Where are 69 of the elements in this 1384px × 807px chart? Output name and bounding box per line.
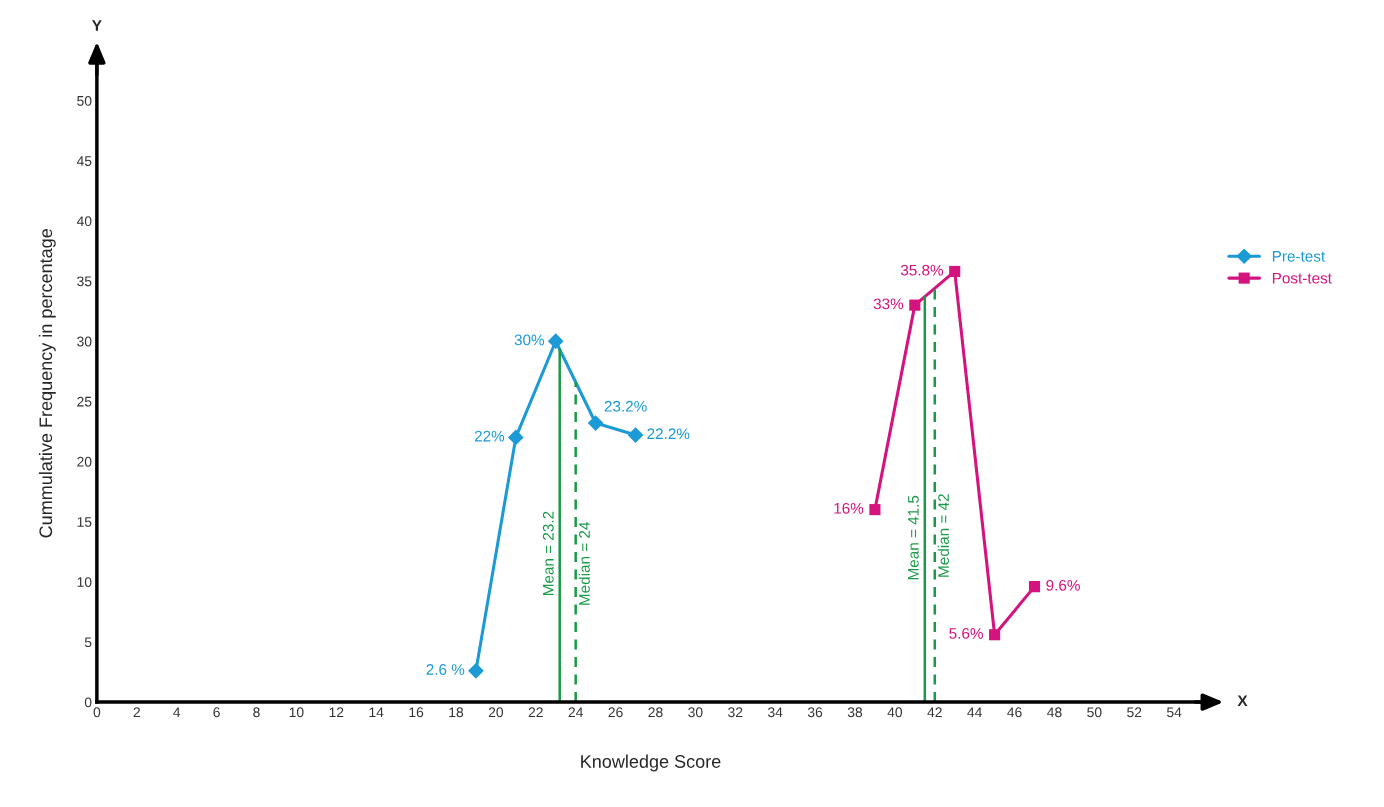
y-tick-label: 25	[77, 396, 92, 407]
text: Y	[92, 20, 102, 31]
x-tick-label: 10	[289, 707, 304, 718]
x-tick-label: 6	[213, 707, 220, 718]
x-tick-label: 28	[648, 707, 663, 718]
legend-label: Post-test	[1272, 272, 1332, 284]
x-tick-label: 8	[253, 707, 260, 718]
y-tick-label: 30	[77, 336, 92, 347]
x-axis-title: Knowledge Score	[581, 754, 721, 772]
x-tick-label: 12	[329, 707, 344, 718]
ref-line-label: Mean = 41.5	[908, 495, 919, 580]
point	[547, 333, 564, 350]
ref-line-label: Median = 24	[578, 522, 590, 605]
y-tick-label: 10	[77, 577, 92, 587]
point	[468, 662, 484, 679]
y-axis-title: Cummulative Frequency in percentage	[38, 229, 56, 538]
x-tick-label: 48	[1047, 707, 1062, 718]
x-tick-label: 36	[807, 707, 823, 718]
data-label: 5.6%	[949, 628, 983, 639]
x-tick-label: 24	[568, 707, 583, 718]
x-tick-label: 38	[847, 707, 863, 718]
x-tick-label: 18	[449, 707, 464, 718]
data-label: 2.6 %	[426, 664, 465, 675]
x-tick-label: 20	[488, 707, 504, 718]
x-tick-label: 34	[767, 707, 783, 718]
x-tick-label: 2	[133, 707, 140, 718]
x-tick-label: 52	[1127, 707, 1142, 718]
data-label: 22%	[474, 430, 505, 442]
x-tick-label: 30	[688, 707, 703, 718]
text: X	[1237, 695, 1248, 707]
x-tick-label: 14	[369, 707, 384, 718]
point	[627, 427, 644, 443]
x-tick-label: 22	[528, 707, 543, 718]
x-tick-label: 54	[1166, 707, 1182, 718]
x-tick-label: 26	[608, 707, 623, 718]
x-tick-label: 42	[927, 707, 942, 718]
x-tick-label: 16	[409, 707, 424, 718]
data-label: 16%	[834, 502, 864, 514]
data-label: 9.6%	[1046, 579, 1080, 591]
data-label: 22.2%	[647, 428, 690, 440]
x-tick-label: 4	[173, 707, 181, 718]
point	[587, 415, 604, 431]
data-label: 35.8%	[900, 264, 944, 276]
y-tick-label: 40	[76, 216, 92, 227]
point	[909, 299, 921, 311]
x-tick-label: 46	[1007, 707, 1022, 718]
data-label: 30%	[514, 334, 545, 346]
ref-line-label: Mean = 23.2	[542, 511, 554, 596]
x-tick-label: 32	[728, 707, 743, 718]
y-tick-label: 45	[76, 156, 92, 166]
point	[949, 265, 961, 278]
point	[869, 504, 881, 516]
data-label: 33%	[873, 298, 904, 310]
data-label: 23.2%	[604, 400, 647, 412]
y-tick-label: 15	[77, 517, 92, 527]
x-tick-label: 0	[93, 707, 101, 718]
x-tick-label: 40	[887, 707, 903, 718]
point	[989, 629, 1001, 641]
x-tick-label: 44	[967, 707, 982, 718]
y-tick-label: 20	[77, 456, 92, 467]
point	[507, 429, 524, 446]
legend-label: Pre-test	[1272, 251, 1326, 262]
ref-line-label: Median = 42	[937, 494, 949, 577]
y-tick-label: 5	[84, 637, 92, 648]
point	[1028, 581, 1041, 593]
y-tick-label: 0	[84, 697, 92, 708]
x-tick-label: 50	[1087, 707, 1102, 718]
y-tick-label: 50	[77, 95, 92, 106]
y-tick-label: 35	[77, 276, 92, 287]
